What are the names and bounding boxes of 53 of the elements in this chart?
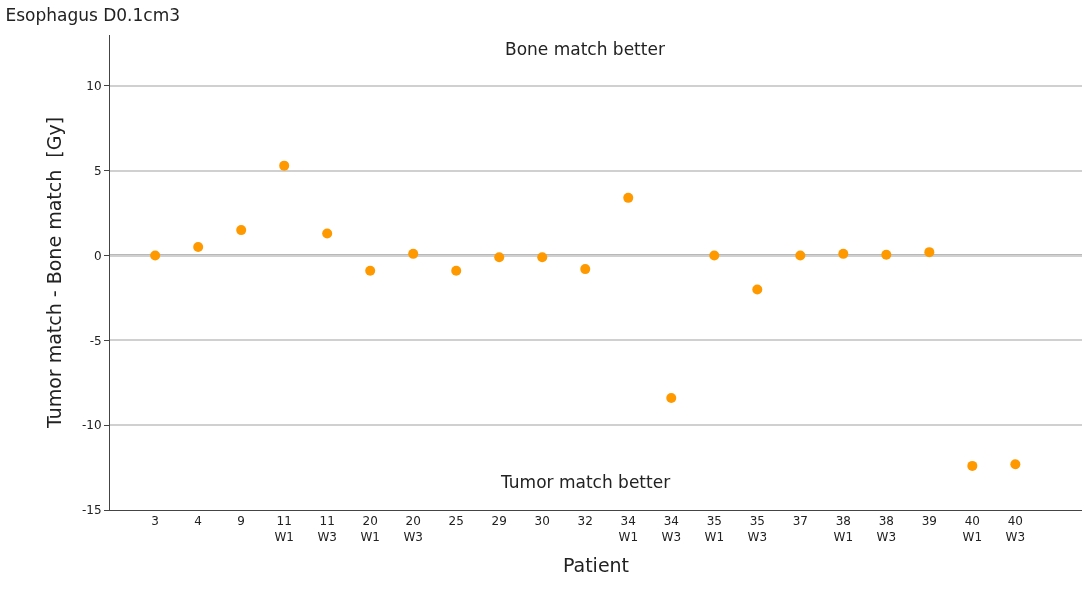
- point: [752, 284, 763, 295]
- x-tick-label: 4: [194, 514, 202, 529]
- point: [279, 160, 290, 171]
- point: [193, 242, 204, 253]
- x-tick-label: 38 W1: [833, 514, 854, 544]
- x-tick-label: 39: [921, 514, 937, 529]
- x-tick-label: 38 W3: [876, 514, 897, 544]
- x-tick-label: 9: [237, 514, 245, 529]
- point: [451, 265, 462, 276]
- point: [709, 250, 720, 261]
- point: [881, 249, 892, 260]
- point: [666, 393, 677, 404]
- x-tick-label: 34 W3: [661, 514, 682, 544]
- x-tick-label: 11 W1: [274, 514, 294, 544]
- x-tick-label: 37: [792, 514, 808, 529]
- y-tick-label: -15: [81, 503, 102, 518]
- x-tick-label: 35 W3: [747, 514, 768, 544]
- point: [924, 247, 935, 258]
- point: [408, 248, 419, 259]
- x-tick-label: 20 W3: [403, 514, 423, 544]
- x-tick-label: 35 W1: [704, 514, 725, 544]
- x-axis-title: Patient: [562, 553, 630, 576]
- annotation: Tumor match better: [500, 472, 671, 492]
- x-tick-label: 25: [448, 514, 464, 529]
- x-tick-label: 29: [491, 514, 507, 529]
- y-tick-label: -10: [81, 418, 102, 433]
- x-tick-label: 40 W3: [1005, 514, 1026, 544]
- x-tick-label: 30: [534, 514, 550, 529]
- x-tick-label: 40 W1: [962, 514, 983, 544]
- point: [623, 192, 634, 203]
- point: [795, 250, 806, 261]
- y-tick-label: 10: [86, 79, 102, 94]
- point: [322, 228, 333, 239]
- x-tick-label: 20 W1: [360, 514, 380, 544]
- x-tick-label: 32: [577, 514, 593, 529]
- point: [537, 252, 548, 263]
- point: [150, 250, 161, 261]
- y-axis-title: Tumor match - Bone match [Gy]: [42, 116, 65, 430]
- annotation: Bone match better: [505, 39, 665, 59]
- x-tick-label: 11 W3: [317, 514, 337, 544]
- point: [236, 225, 247, 236]
- point: [1010, 459, 1021, 470]
- y-tick-label: -5: [89, 333, 102, 348]
- point: [365, 265, 376, 276]
- point: [494, 252, 505, 263]
- point: [580, 264, 591, 275]
- y-tick-label: 0: [93, 248, 102, 263]
- chart-title: Esophagus D0.1cm3: [5, 4, 181, 25]
- y-tick-label: 5: [93, 163, 102, 178]
- x-tick-label: 34 W1: [618, 514, 639, 544]
- point: [838, 248, 849, 259]
- x-tick-label: 3: [151, 514, 159, 529]
- point: [967, 460, 978, 471]
